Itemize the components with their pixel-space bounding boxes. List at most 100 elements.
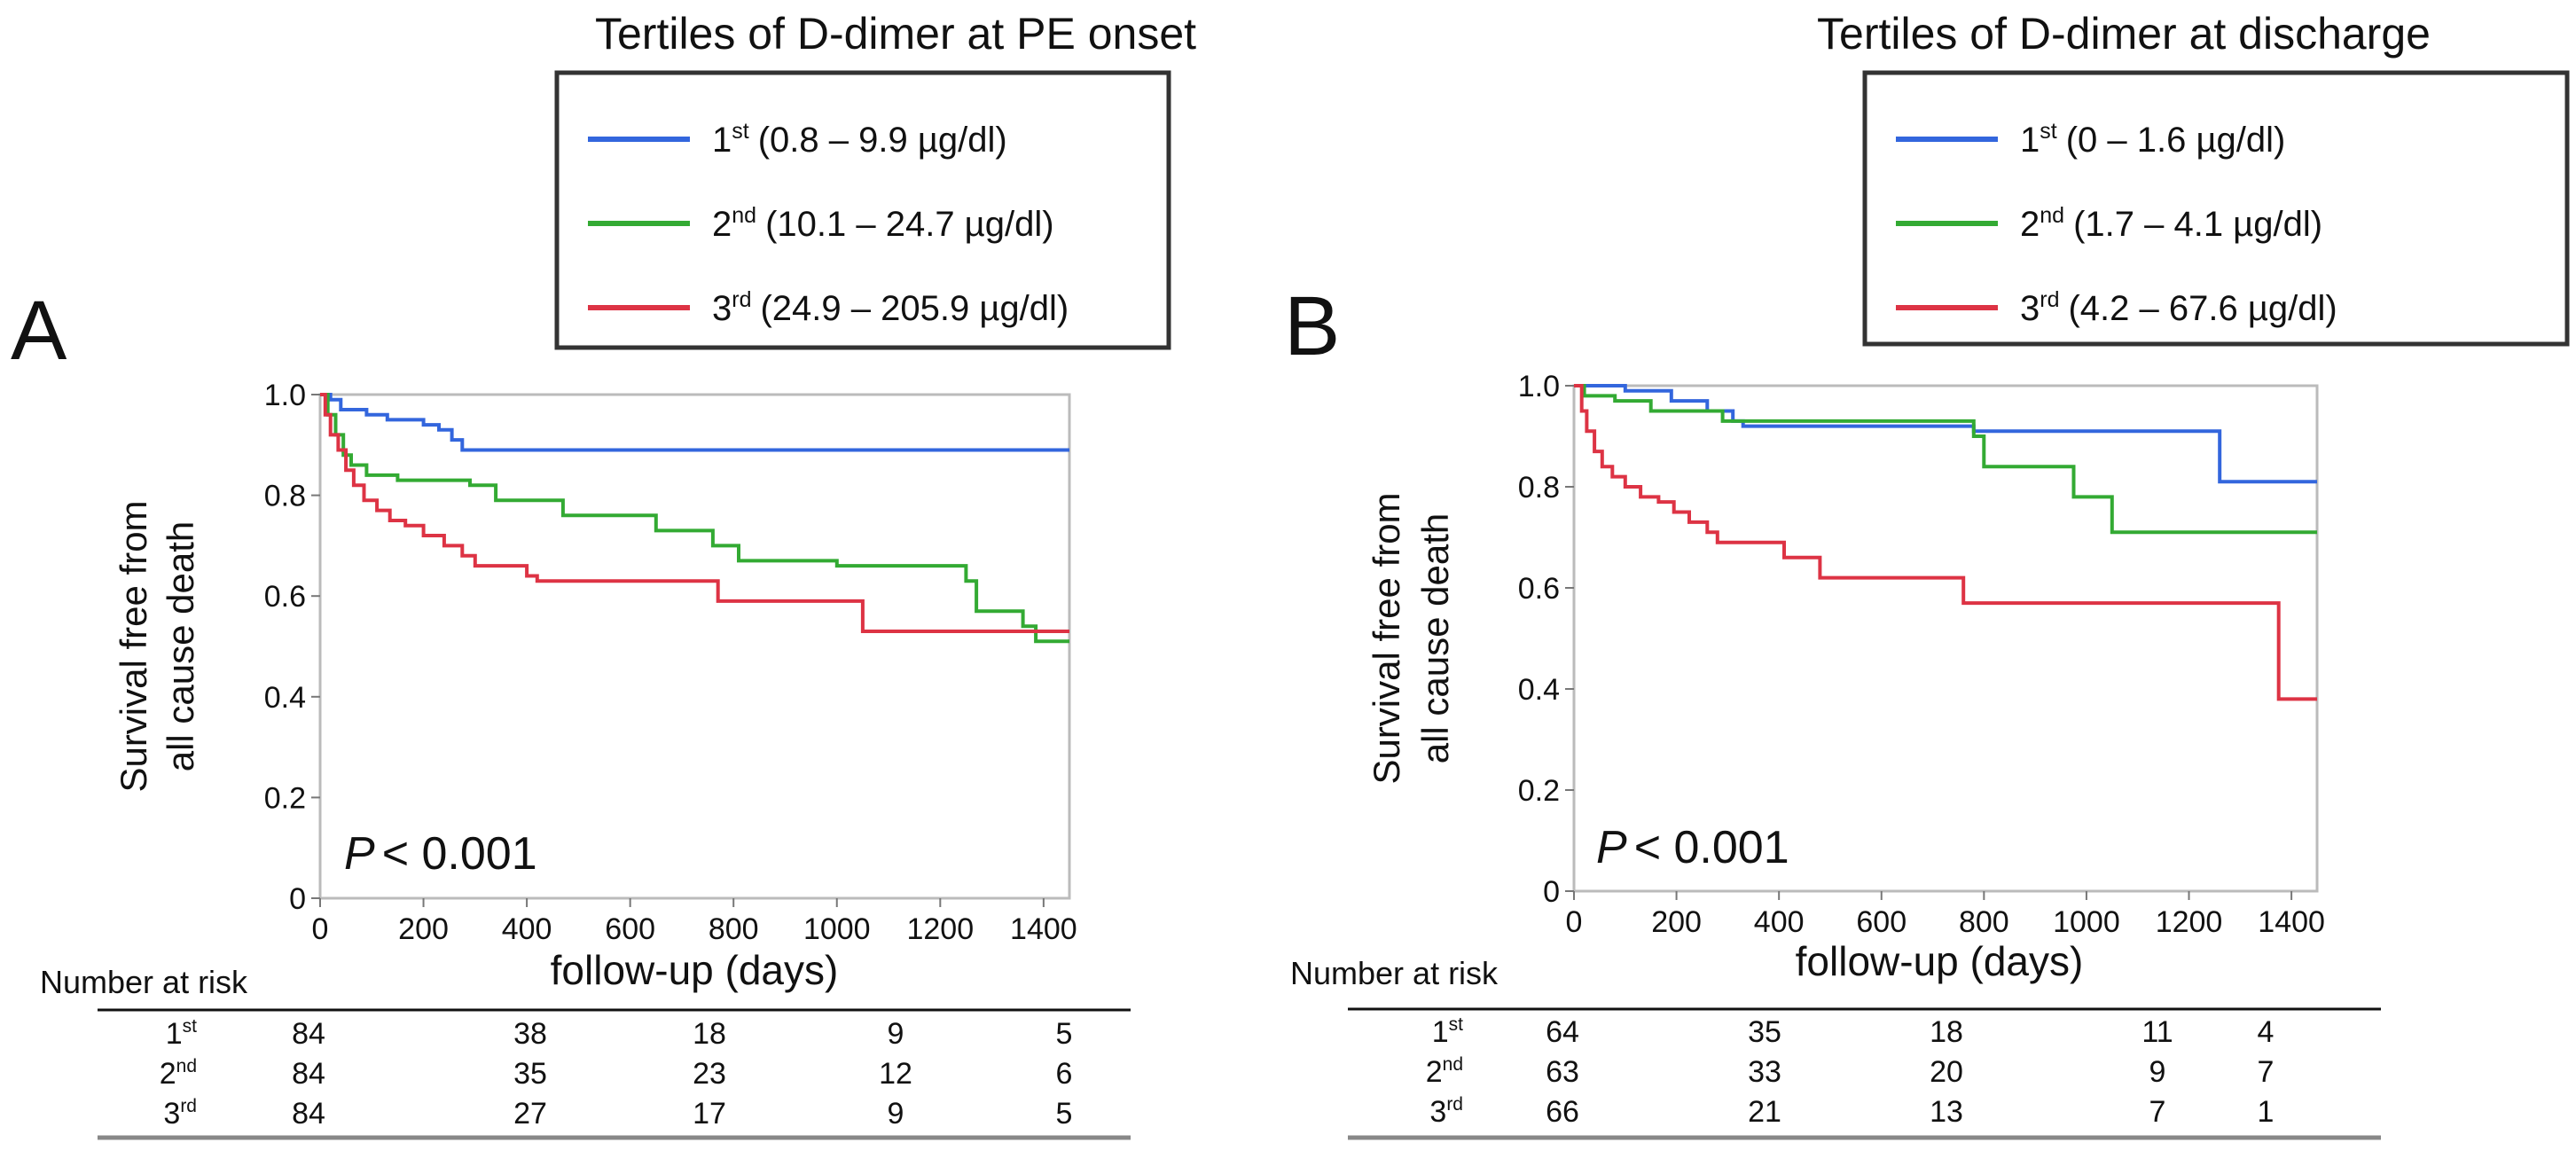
- legend-label-1: 1st (0 – 1.6 µg/dl): [2020, 119, 2285, 160]
- x-axis-label: follow-up (days): [551, 947, 839, 993]
- risk-cell: 17: [693, 1097, 726, 1131]
- plot-frame: [318, 393, 1071, 900]
- x-tick-label: 1400: [1010, 912, 1077, 946]
- risk-cell: 11: [2141, 1015, 2173, 1049]
- risk-table-header: Number at risk: [1290, 955, 1499, 991]
- series-line-1st: [1574, 384, 2317, 484]
- y-tick-label: 0.4: [264, 681, 306, 715]
- y-tick-label: 0: [289, 882, 306, 916]
- risk-cell: 7: [2149, 1095, 2166, 1129]
- risk-row-label-3: 3rd: [163, 1096, 197, 1131]
- chart-title: Tertiles of D-dimer at discharge: [1817, 9, 2431, 59]
- x-axis-label: follow-up (days): [1796, 938, 2084, 984]
- x-tick-label: 600: [605, 912, 655, 946]
- x-tick-label: 1200: [2156, 905, 2223, 939]
- x-tick-label: 1000: [803, 912, 871, 946]
- y-axis-label-line1: Survival free from: [1366, 492, 1407, 784]
- legend-box: [1862, 70, 2570, 347]
- risk-cell: 23: [693, 1057, 726, 1091]
- risk-cell: 18: [1930, 1015, 1963, 1049]
- y-tick-label: 0.2: [264, 781, 306, 815]
- p-value-annotation: P < 0.001: [344, 828, 537, 880]
- risk-cell: 4: [2258, 1015, 2275, 1049]
- y-tick-label: 0.6: [1518, 572, 1560, 606]
- x-tick-label: 200: [1651, 905, 1702, 939]
- risk-cell: 33: [1748, 1055, 1781, 1089]
- x-tick-label: 1400: [2258, 905, 2325, 939]
- risk-row-label-1: 1st: [1432, 1014, 1463, 1049]
- series-line-1st: [320, 393, 1069, 452]
- risk-cell: 7: [2258, 1055, 2275, 1089]
- risk-row-label-2: 2nd: [1426, 1054, 1463, 1089]
- legend: 1st (0 – 1.6 µg/dl) 2nd (1.7 – 4.1 µg/dl) 3r…: [1862, 70, 2570, 347]
- risk-cell: 35: [1748, 1015, 1781, 1049]
- risk-cell: 64: [1546, 1015, 1579, 1049]
- risk-cell: 5: [1056, 1097, 1073, 1131]
- risk-cell: 13: [1930, 1095, 1963, 1129]
- risk-row-label-3: 3rd: [1429, 1094, 1463, 1129]
- risk-cell: 84: [292, 1097, 325, 1131]
- risk-cell: 63: [1546, 1055, 1579, 1089]
- x-tick-label: 1000: [2053, 905, 2120, 939]
- risk-cell: 9: [2149, 1055, 2166, 1089]
- risk-cell: 9: [888, 1097, 904, 1131]
- x-tick-label: 0: [1566, 905, 1583, 939]
- risk-cell: 84: [292, 1057, 325, 1091]
- legend-label-3: 3rd (4.2 – 67.6 µg/dl): [2020, 287, 2337, 328]
- x-tick-label: 400: [1754, 905, 1805, 939]
- risk-cell: 27: [513, 1097, 547, 1131]
- legend-label-2: 2nd (1.7 – 4.1 µg/dl): [2020, 203, 2322, 244]
- panel-label: B: [1284, 279, 1340, 373]
- x-tick-label: 0: [312, 912, 329, 946]
- y-tick-label: 0: [1543, 875, 1560, 909]
- risk-cell: 9: [888, 1017, 904, 1051]
- panel-b: Tertiles of D-dimer at discharge 1st (0 – …: [1284, 9, 2570, 1140]
- x-tick-label: 1200: [906, 912, 974, 946]
- risk-cell: 1: [2258, 1095, 2275, 1129]
- y-tick-label: 0.8: [264, 480, 306, 513]
- risk-row-label-1: 1st: [166, 1016, 197, 1051]
- risk-cell: 38: [513, 1017, 547, 1051]
- y-tick-label: 1.0: [1518, 370, 1560, 403]
- y-axis-label-line1: Survival free from: [113, 500, 154, 792]
- x-tick-label: 600: [1856, 905, 1907, 939]
- y-tick-label: 0.8: [1518, 471, 1560, 505]
- legend-box: [554, 70, 1171, 350]
- risk-cell: 12: [879, 1057, 912, 1091]
- series-line-3rd: [1574, 384, 2317, 701]
- risk-cell: 35: [513, 1057, 547, 1091]
- x-tick-label: 400: [502, 912, 552, 946]
- y-axis-label-line2: all cause death: [1414, 513, 1456, 764]
- p-value-annotation: P < 0.001: [1596, 822, 1789, 873]
- risk-cell: 21: [1748, 1095, 1781, 1129]
- risk-cell: 20: [1930, 1055, 1963, 1089]
- series-line-2nd: [1574, 384, 2317, 535]
- panel-a: Tertiles of D-dimer at PE onset 1st (0.8 –…: [11, 9, 1196, 1140]
- risk-cell: 5: [1056, 1017, 1073, 1051]
- x-tick-label: 200: [398, 912, 449, 946]
- legend-label-1: 1st (0.8 – 9.9 µg/dl): [712, 119, 1007, 160]
- chart-title: Tertiles of D-dimer at PE onset: [595, 9, 1196, 59]
- risk-cell: 6: [1056, 1057, 1073, 1091]
- panel-label: A: [11, 284, 67, 378]
- series-line-3rd: [320, 393, 1069, 633]
- risk-table-header: Number at risk: [40, 964, 248, 1000]
- y-tick-label: 0.2: [1518, 774, 1560, 808]
- plot-frame: [1572, 384, 2319, 893]
- y-tick-label: 0.4: [1518, 673, 1560, 707]
- risk-row-label-2: 2nd: [160, 1056, 197, 1091]
- risk-table: Number at risk 1st 84 38 18 9 5 2nd 84 35 23 12 6 3rd…: [40, 964, 1131, 1140]
- x-tick-label: 800: [709, 912, 759, 946]
- y-tick-label: 1.0: [264, 379, 306, 412]
- legend-label-3: 3rd (24.9 – 205.9 µg/dl): [712, 287, 1069, 328]
- y-axis-label-line2: all cause death: [160, 521, 201, 772]
- risk-table: Number at risk 1st 64 35 18 11 4 2nd 63 33 20 9 7 3rd…: [1290, 955, 2381, 1140]
- legend: 1st (0.8 – 9.9 µg/dl) 2nd (10.1 – 24.7 µg/d…: [554, 70, 1171, 350]
- legend-label-2: 2nd (10.1 – 24.7 µg/dl): [712, 203, 1054, 244]
- risk-cell: 66: [1546, 1095, 1579, 1129]
- x-tick-label: 800: [1959, 905, 2009, 939]
- y-tick-label: 0.6: [264, 580, 306, 614]
- risk-cell: 84: [292, 1017, 325, 1051]
- risk-cell: 18: [693, 1017, 726, 1051]
